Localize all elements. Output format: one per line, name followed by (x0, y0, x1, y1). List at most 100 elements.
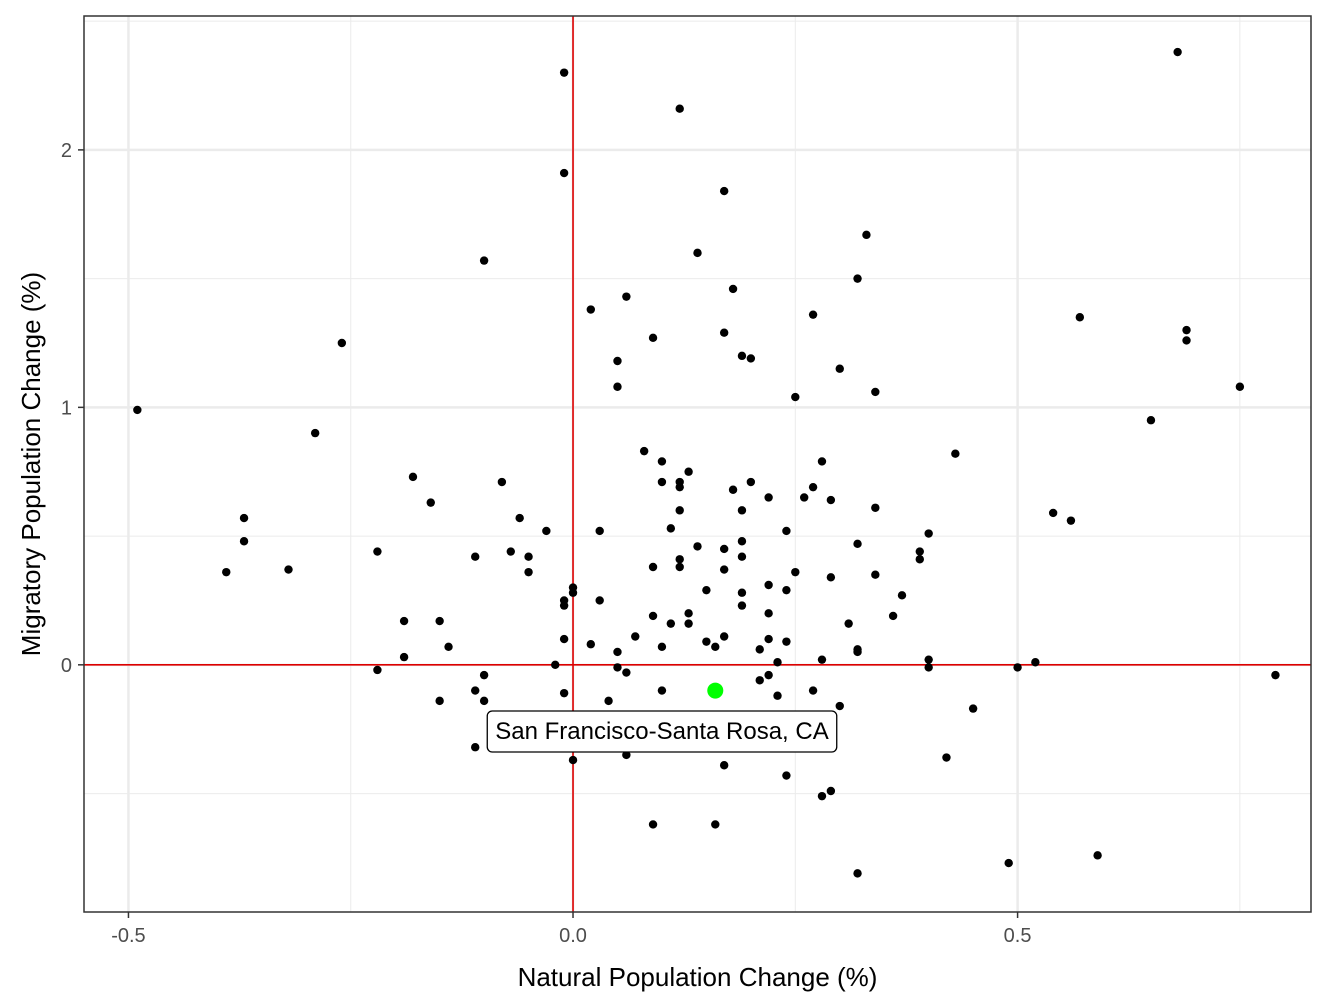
y-tick-label: 1 (61, 397, 72, 419)
data-point (559, 168, 569, 178)
data-point (871, 570, 880, 579)
data-point (826, 495, 836, 505)
data-point (897, 591, 907, 600)
data-point (924, 663, 933, 672)
data-point (808, 482, 818, 492)
data-point (399, 652, 409, 662)
highlight-point (707, 682, 724, 699)
data-points (133, 47, 1280, 878)
data-point (888, 611, 898, 621)
data-point (942, 753, 951, 762)
data-point (559, 68, 569, 77)
data-point (693, 542, 702, 551)
y-axis-ticks: 0 1 2 (61, 140, 84, 677)
data-point (239, 537, 249, 546)
data-point (239, 513, 249, 523)
data-point (737, 506, 747, 515)
data-point (711, 642, 720, 652)
highlight-label-box (486, 710, 838, 753)
data-point (808, 310, 818, 319)
data-point (524, 552, 533, 561)
data-point (595, 526, 604, 536)
data-point (604, 696, 613, 706)
data-point (782, 771, 791, 780)
data-point (471, 743, 480, 752)
x-axis-ticks: -0.5 0.0 0.5 (111, 912, 1031, 947)
data-point (684, 619, 693, 628)
data-point (373, 547, 382, 556)
data-point (657, 686, 667, 695)
minor-gridlines (84, 16, 1311, 912)
data-point (1004, 858, 1013, 868)
data-point (773, 691, 782, 700)
data-point (791, 392, 800, 402)
data-point (737, 537, 747, 546)
data-point (1146, 416, 1156, 425)
data-point (622, 292, 631, 301)
data-point (755, 645, 764, 654)
y-tick-label: 2 (61, 140, 72, 162)
data-point (791, 567, 800, 577)
data-point (915, 555, 924, 564)
data-point (737, 601, 747, 610)
data-point (586, 305, 596, 314)
data-point (444, 642, 453, 652)
data-point (808, 686, 818, 695)
data-point (675, 104, 684, 113)
data-point (764, 670, 773, 680)
data-point (408, 472, 418, 482)
data-point (799, 493, 809, 502)
data-point (551, 660, 560, 670)
data-point (373, 665, 382, 675)
data-point (782, 526, 791, 536)
data-point (559, 688, 569, 698)
data-point (853, 647, 862, 657)
data-point (435, 696, 444, 706)
data-point (684, 467, 693, 476)
data-point (1093, 851, 1102, 860)
data-point (755, 676, 764, 685)
data-point (595, 596, 604, 605)
data-point (666, 619, 676, 628)
data-point (737, 588, 747, 597)
y-tick-label: 0 (61, 655, 72, 677)
data-point (1271, 670, 1280, 680)
data-point (702, 637, 711, 646)
data-point (835, 364, 844, 373)
data-point (1048, 508, 1058, 518)
data-point (622, 668, 631, 677)
data-point (399, 616, 409, 626)
data-point (542, 526, 551, 536)
data-point (1031, 658, 1040, 667)
data-point (426, 498, 435, 507)
data-point (631, 632, 640, 641)
data-point (817, 655, 827, 664)
data-point (471, 686, 480, 695)
data-point (471, 552, 480, 561)
data-point (871, 503, 880, 512)
data-point (1182, 336, 1191, 345)
data-point (853, 869, 862, 878)
data-point (826, 786, 836, 796)
data-point (1013, 663, 1022, 672)
data-point (924, 529, 933, 538)
data-point (568, 588, 578, 597)
data-point (684, 609, 693, 618)
data-point (782, 637, 791, 646)
x-axis-title: Natural Population Change (%) (518, 962, 878, 992)
data-point (853, 539, 862, 549)
data-point (613, 382, 622, 391)
data-point (657, 457, 667, 466)
data-point (871, 387, 880, 397)
data-point (675, 562, 684, 572)
data-point (648, 333, 658, 343)
data-point (337, 338, 347, 348)
data-point (559, 601, 569, 610)
data-point (1182, 325, 1191, 335)
data-point (764, 580, 773, 590)
data-point (613, 647, 622, 657)
data-point (719, 328, 729, 337)
data-point (862, 230, 871, 240)
data-point (719, 632, 729, 641)
